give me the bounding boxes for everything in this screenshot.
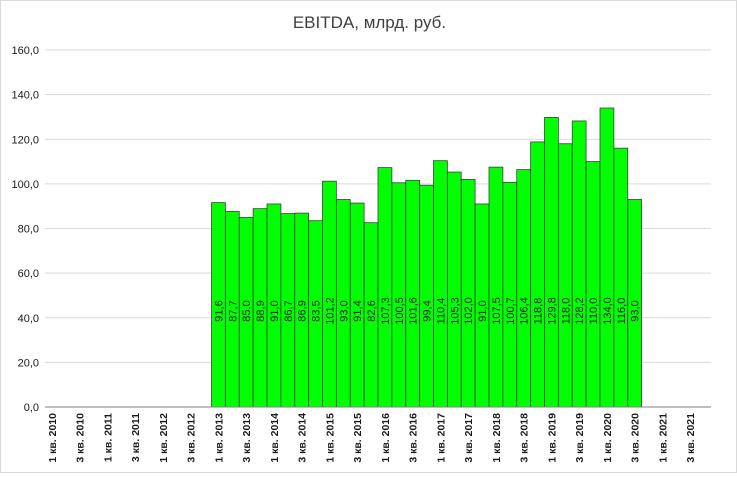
x-tick-label: 1 кв. 2014 <box>269 413 281 463</box>
data-label: 88,9 <box>255 300 267 321</box>
bar <box>530 141 545 408</box>
data-label: 134,0 <box>602 297 614 325</box>
x-tick-label: 3 кв. 2010 <box>75 413 87 463</box>
bar <box>377 167 393 408</box>
x-tick-label: 3 кв. 2020 <box>630 413 642 463</box>
bar <box>571 120 587 408</box>
x-tick-label: 1 кв. 2015 <box>324 413 336 463</box>
x-tick-label: 3 кв. 2018 <box>519 413 531 463</box>
x-tick-label: 1 кв. 2018 <box>491 413 503 463</box>
y-tick-label: 120,0 <box>11 134 39 146</box>
data-label: 107,3 <box>380 297 392 325</box>
data-label: 118,8 <box>533 298 545 325</box>
data-label: 101,6 <box>408 297 420 325</box>
data-label: 118,0 <box>560 298 572 325</box>
bar <box>557 143 573 408</box>
data-label: 116,0 <box>616 298 628 325</box>
bar <box>516 169 532 408</box>
data-label: 102,0 <box>463 297 475 325</box>
data-label: 93,0 <box>338 300 350 321</box>
y-tick-label: 160,0 <box>11 45 39 57</box>
bar <box>391 182 407 408</box>
y-tick-label: 140,0 <box>11 90 39 102</box>
x-tick-label: 3 кв. 2016 <box>408 413 420 463</box>
bar <box>460 179 476 408</box>
data-label: 106,4 <box>519 297 531 325</box>
data-label: 128,2 <box>574 297 586 325</box>
data-label: 86,7 <box>283 300 295 321</box>
data-label: 110,0 <box>588 298 600 325</box>
y-tick-label: 80,0 <box>18 224 39 236</box>
x-tick-label: 1 кв. 2016 <box>380 413 392 463</box>
bar <box>544 116 559 408</box>
x-tick-label: 3 кв. 2021 <box>685 413 697 463</box>
data-label: 107,5 <box>491 297 503 325</box>
bar <box>419 184 434 408</box>
data-label: 101,2 <box>324 297 336 325</box>
bar <box>502 181 518 408</box>
x-tick-label: 3 кв. 2012 <box>186 413 198 463</box>
x-tick-label: 1 кв. 2021 <box>657 413 669 463</box>
x-tick-label: 3 кв. 2019 <box>574 413 586 463</box>
data-label: 129,8 <box>546 297 558 325</box>
data-label: 91,4 <box>352 300 364 321</box>
data-label: 82,6 <box>366 300 378 321</box>
x-tick-label: 3 кв. 2015 <box>352 413 364 463</box>
bar <box>433 160 448 408</box>
x-tick-label: 3 кв. 2013 <box>241 413 253 463</box>
bar <box>446 171 462 408</box>
y-tick-label: 100,0 <box>11 179 39 191</box>
y-tick-label: 60,0 <box>18 268 39 280</box>
x-tick-label: 1 кв. 2011 <box>102 413 114 462</box>
bar <box>488 166 504 408</box>
data-label: 91,0 <box>477 300 489 321</box>
x-tick-label: 1 кв. 2020 <box>602 413 614 463</box>
data-label: 91,6 <box>213 300 225 321</box>
data-label: 105,3 <box>449 297 461 325</box>
bar <box>599 107 615 408</box>
bar <box>585 161 601 408</box>
data-label: 93,0 <box>630 300 642 321</box>
bar <box>405 179 421 408</box>
bar <box>613 147 629 408</box>
data-label: 83,5 <box>311 300 323 321</box>
data-label: 91,0 <box>269 300 281 321</box>
data-label: 86,9 <box>297 300 309 321</box>
data-label: 100,7 <box>505 297 517 325</box>
x-tick-label: 1 кв. 2012 <box>158 413 170 463</box>
x-tick-label: 3 кв. 2014 <box>297 413 309 463</box>
x-tick-label: 3 кв. 2011 <box>130 413 142 462</box>
data-label: 85,0 <box>241 300 253 321</box>
x-tick-label: 1 кв. 2017 <box>435 413 447 463</box>
data-label: 87,7 <box>227 300 239 321</box>
x-tick-label: 3 кв. 2017 <box>463 413 475 463</box>
chart-title: EBITDA, млрд. руб. <box>292 13 447 32</box>
y-tick-label: 40,0 <box>18 313 39 325</box>
x-tick-label: 1 кв. 2013 <box>213 413 225 463</box>
data-label: 110,4 <box>435 298 447 325</box>
y-tick-label: 0,0 <box>24 402 39 414</box>
x-tick-label: 1 кв. 2019 <box>546 413 558 463</box>
x-tick-label: 1 кв. 2010 <box>47 413 59 463</box>
data-label: 99,4 <box>422 300 434 321</box>
bar <box>322 180 337 408</box>
data-label: 100,5 <box>394 297 406 325</box>
y-tick-label: 20,0 <box>18 357 39 369</box>
